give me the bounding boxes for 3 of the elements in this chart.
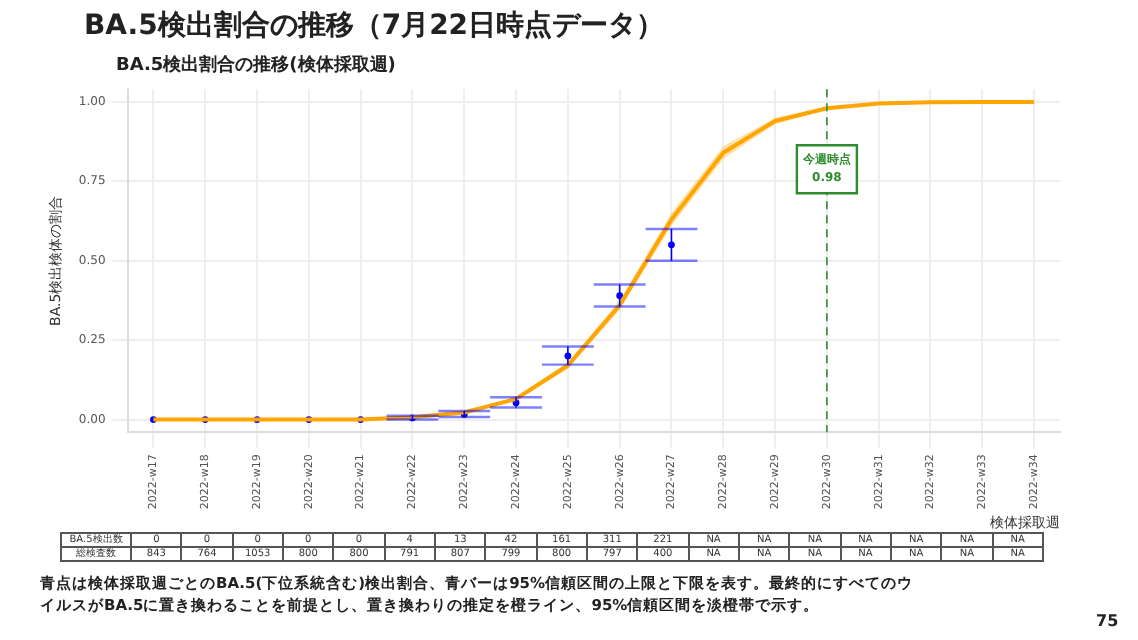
chart-subtitle: BA.5検出割合の推移(検体採取週) [116,52,396,78]
chart-title: BA.5検出割合の推移（7月22日時点データ） [84,8,665,44]
text: 75 [1096,612,1119,630]
